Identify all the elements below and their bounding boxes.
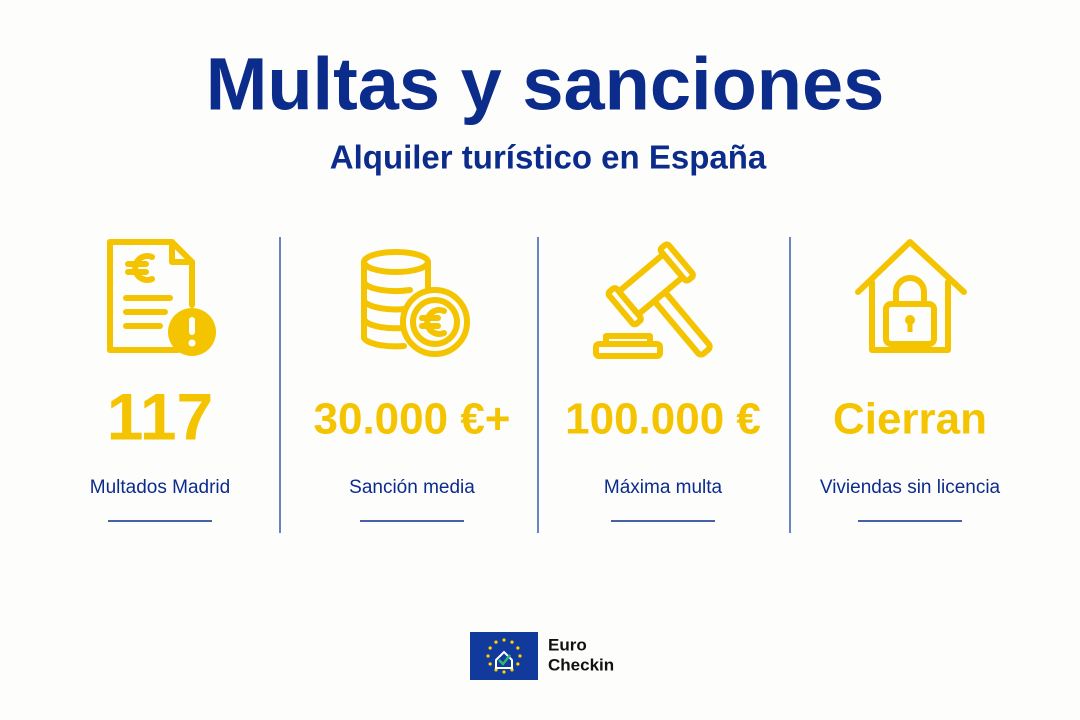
stat-value: 30.000 €+ <box>314 395 511 444</box>
logo-star <box>488 646 492 650</box>
logo-star <box>502 670 506 674</box>
logo-house <box>495 650 513 669</box>
house-outline <box>855 239 967 353</box>
gavel-handle <box>652 290 713 358</box>
euro-glyph <box>125 253 155 283</box>
logo-text: Euro <box>548 635 587 654</box>
dividers <box>279 237 791 533</box>
house-icon <box>855 239 967 353</box>
logo-star <box>494 668 498 672</box>
gavel-cap <box>605 285 644 328</box>
document-fold <box>169 239 195 265</box>
logo-stars <box>486 638 522 674</box>
logo-star <box>486 654 490 658</box>
logo-star <box>518 654 522 658</box>
document-icon <box>107 239 216 356</box>
stat-label: Multados Madrid <box>90 477 230 498</box>
stat-label: Sanción media <box>349 477 475 498</box>
logo-star <box>494 640 498 644</box>
stat-label: Máxima multa <box>604 477 723 498</box>
warning-mark <box>189 317 195 335</box>
subtitle: Alquiler turístico en España <box>330 139 767 176</box>
document-lines <box>123 295 173 329</box>
logo-star <box>510 640 514 644</box>
gavel-cap <box>657 241 696 284</box>
coin-inner <box>410 297 460 347</box>
logo-check <box>498 654 511 666</box>
stat-value: 100.000 € <box>565 395 761 444</box>
title: Multas y sanciones <box>206 43 885 126</box>
euro-glyph <box>419 307 447 337</box>
gavel-block <box>603 333 653 347</box>
lock-body <box>883 301 937 347</box>
stat-label: Viviendas sin licencia <box>820 477 1001 498</box>
stat-value: 117 <box>107 379 213 453</box>
stat-value: Cierran <box>833 395 987 444</box>
warning-dot <box>188 339 196 347</box>
logo: Euro Checkin <box>470 632 614 680</box>
coins-icon <box>361 249 470 357</box>
logo-text: Checkin <box>548 655 614 674</box>
gavel-icon <box>593 241 713 359</box>
lock-shackle <box>893 275 927 307</box>
logo-star <box>502 638 506 642</box>
coin-large <box>400 287 470 357</box>
logo-star <box>488 662 492 666</box>
logo-star <box>516 646 520 650</box>
logo-star <box>516 662 520 666</box>
gavel-base <box>593 341 663 359</box>
logo-star <box>510 668 514 672</box>
coin-stack <box>361 259 431 350</box>
keyhole-slot <box>907 320 913 332</box>
